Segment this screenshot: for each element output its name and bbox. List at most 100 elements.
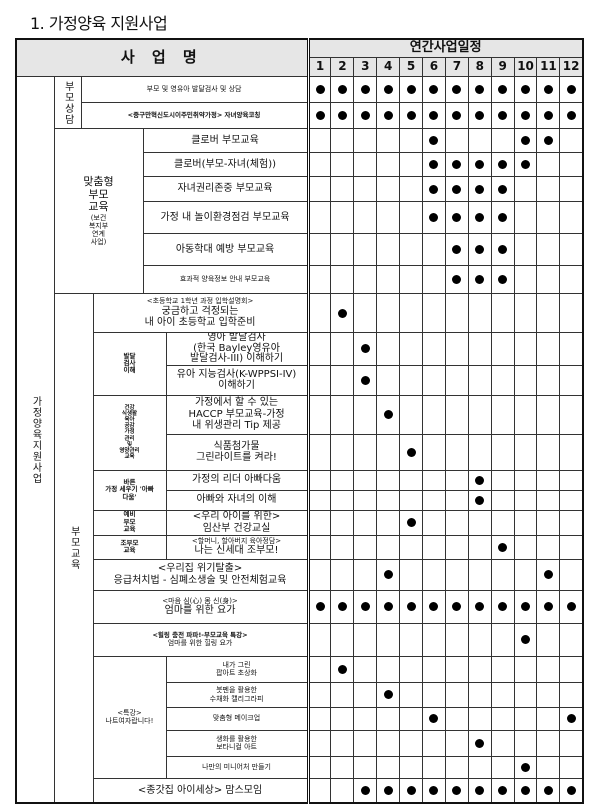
- schedule-cell-month-4: [376, 534, 401, 560]
- schedule-cell-month-8: [467, 509, 492, 536]
- scheduled-dot: [337, 308, 347, 318]
- schedule-cell-month-7: [444, 706, 469, 731]
- scheduled-dot: [429, 111, 439, 120]
- schedule-cell-month-12: [559, 176, 584, 202]
- scheduled-dot: [566, 714, 576, 723]
- schedule-cell-month-1: [306, 469, 332, 491]
- schedule-cell-month-12: [559, 102, 584, 129]
- scheduled-dot: [429, 136, 439, 145]
- row-sublabel: <초등학교 1학년 과정 입학설명회>: [146, 297, 254, 306]
- schedule-cell-month-7: [444, 433, 469, 471]
- schedule-cell-month-4: [376, 152, 401, 177]
- row-label: <중구만혁신도시이주민취약가정> 자녀양육코칭: [80, 102, 310, 129]
- schedule-cell-month-9: [490, 622, 515, 657]
- schedule-cell-month-9: [490, 755, 515, 779]
- schedule-cell-month-3: [353, 233, 378, 266]
- schedule-cell-month-2: [330, 152, 355, 177]
- scheduled-dot: [475, 160, 485, 169]
- scheduled-dot: [475, 738, 485, 748]
- scheduled-dot: [315, 111, 325, 120]
- scheduled-dot: [521, 602, 531, 611]
- row-label: 가정 내 놀이환경점검 부모교육: [142, 201, 310, 234]
- schedule-cell-month-6: [422, 622, 446, 657]
- scheduled-dot: [498, 111, 508, 120]
- schedule-cell-month-4: [376, 729, 401, 757]
- schedule-cell-month-5: [399, 729, 424, 757]
- schedule-cell-month-6: [422, 102, 446, 129]
- scheduled-dot: [429, 602, 439, 611]
- schedule-cell-month-8: [467, 622, 492, 657]
- schedule-cell-month-7: [444, 681, 469, 708]
- schedule-cell-month-12: [559, 706, 584, 731]
- row-label: 효과적 양육정보 안내 부모교육: [142, 265, 310, 294]
- schedule-cell-month-8: [467, 233, 492, 266]
- schedule-cell-month-4: [376, 176, 401, 202]
- row-label: <우리 아이를 위한> 임산부 건강교실: [165, 509, 310, 536]
- schedule-cell-month-9: [490, 102, 515, 129]
- section-counsel: 부모상담: [53, 76, 81, 129]
- scheduled-dot: [475, 495, 485, 505]
- schedule-cell-month-12: [559, 364, 584, 396]
- month-header-11: 11: [536, 57, 561, 77]
- month-header-5: 5: [399, 57, 424, 77]
- schedule-cell-month-12: [559, 128, 584, 153]
- schedule-cell-month-3: [353, 469, 378, 491]
- schedule-cell-month-4: [376, 681, 401, 708]
- schedule-cell-month-12: [559, 332, 584, 366]
- schedule-cell-month-3: [353, 332, 378, 366]
- schedule-cell-month-5: [399, 152, 424, 177]
- schedule-cell-month-2: [330, 76, 355, 103]
- schedule-cell-month-1: [306, 489, 332, 511]
- schedule-cell-month-8: [467, 589, 492, 624]
- schedule-cell-month-10: [513, 76, 538, 103]
- schedule-cell-month-12: [559, 755, 584, 779]
- schedule-cell-month-9: [490, 265, 515, 294]
- scheduled-dot: [360, 111, 370, 120]
- row-label-text: 나는 신세대 조부모!: [194, 545, 279, 557]
- schedule-cell-month-8: [467, 681, 492, 708]
- schedule-cell-month-10: [513, 755, 538, 779]
- schedule-cell-month-8: [467, 777, 492, 804]
- schedule-cell-month-12: [559, 394, 584, 435]
- scheduled-dot: [406, 518, 416, 527]
- scheduled-dot: [475, 111, 485, 120]
- schedule-cell-month-7: [444, 509, 469, 536]
- schedule-cell-month-3: [353, 622, 378, 657]
- schedule-cell-month-8: [467, 394, 492, 435]
- scheduled-dot: [383, 570, 393, 579]
- month-header-10: 10: [513, 57, 538, 77]
- schedule-cell-month-10: [513, 201, 538, 234]
- schedule-cell-month-2: [330, 265, 355, 294]
- schedule-cell-month-10: [513, 469, 538, 491]
- row-label: <마음 심(心) 몸 신(身)> 엄마를 위한 요가: [92, 589, 310, 624]
- schedule-cell-month-8: [467, 489, 492, 511]
- section-grandparent: 조부모 교육: [92, 534, 167, 560]
- schedule-cell-month-8: [467, 755, 492, 779]
- schedule-cell-month-5: [399, 655, 424, 683]
- schedule-cell-month-10: [513, 777, 538, 804]
- schedule-cell-month-9: [490, 152, 515, 177]
- schedule-cell-month-11: [536, 777, 561, 804]
- section-dev-test: 발달 검사 이해: [92, 332, 167, 396]
- row-label: 클로버(부모-자녀(체험)): [142, 152, 310, 177]
- schedule-cell-month-1: [306, 655, 332, 683]
- schedule-cell-month-2: [330, 201, 355, 234]
- row-label: <초등학교 1학년 과정 입학설명회> 궁금하고 걱정되는 내 아이 초등학교 …: [92, 293, 310, 333]
- schedule-cell-month-7: [444, 729, 469, 757]
- row-label: 아동학대 예방 부모교육: [142, 233, 310, 266]
- scheduled-dot: [566, 111, 576, 120]
- schedule-cell-month-9: [490, 729, 515, 757]
- row-label: 식품첨가물 그린라이트를 켜라!: [165, 433, 310, 471]
- schedule-cell-month-9: [490, 681, 515, 708]
- scheduled-dot: [475, 785, 485, 795]
- schedule-cell-month-7: [444, 76, 469, 103]
- schedule-cell-month-2: [330, 433, 355, 471]
- schedule-cell-month-9: [490, 176, 515, 202]
- row-label: 가정의 리더 아빠다움: [165, 469, 310, 491]
- schedule-cell-month-1: [306, 433, 332, 471]
- schedule-cell-month-2: [330, 233, 355, 266]
- schedule-cell-month-7: [444, 622, 469, 657]
- month-header-1: 1: [306, 57, 332, 77]
- scheduled-dot: [498, 184, 508, 194]
- schedule-cell-month-5: [399, 128, 424, 153]
